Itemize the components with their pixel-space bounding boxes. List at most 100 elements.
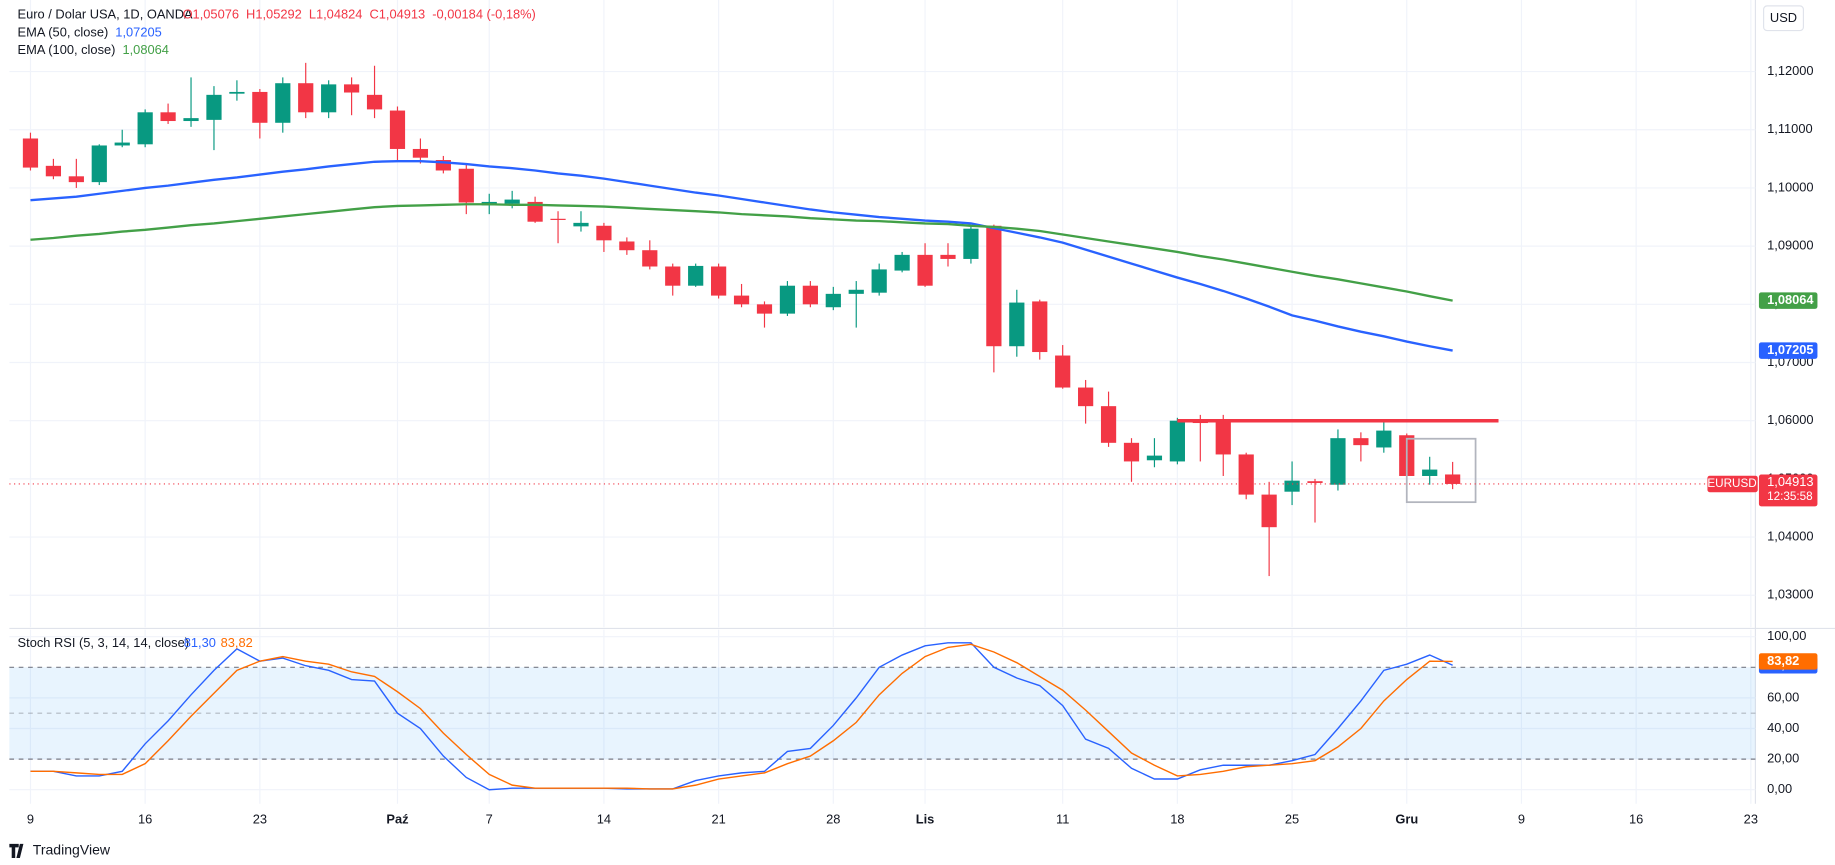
candle-body [1032,301,1048,353]
legend-name: EMA (50, close) [18,24,109,39]
legend-name: EMA (100, close) [18,42,116,57]
candle-body [1215,421,1231,455]
x-tick-label: 23 [253,812,267,827]
candle-body [527,201,543,222]
candle-body [1307,481,1323,483]
x-tick-label: 23 [1744,812,1758,827]
header-value: H1,05292 [246,7,302,22]
symbol-tag [1707,475,1758,493]
candle-body [917,254,933,286]
x-tick-label: 21 [711,812,725,827]
y-tick-label: 1,11000 [1767,121,1813,136]
y-tick-label: 1,06000 [1767,412,1813,427]
candle-body [45,165,62,177]
candle-body [68,176,84,183]
candle-body [1169,420,1185,462]
candle-body [160,112,176,122]
candle-body [802,285,818,305]
plot [9,62,1756,791]
candle-body [642,250,658,267]
price-tag [1758,474,1818,507]
legend-value: 83,82 [221,635,253,650]
indicator-line [30,643,1453,790]
value-tag [1758,653,1818,670]
y-tick-label: 1,10000 [1767,179,1813,194]
candle-body [756,304,773,314]
y-tick-label: 0,00 [1767,781,1792,796]
pane-title: Stoch RSI (5, 3, 14, 14, close) [18,635,189,650]
candle-body [1422,469,1438,476]
indicator-line [30,203,1453,302]
y-tick-label: 40,00 [1767,720,1799,735]
value-tag-label: 83,82 [1767,653,1799,668]
x-tick-label: 16 [1629,812,1643,827]
candle-body [343,84,360,93]
x-tick-label: 18 [1170,812,1184,827]
candle-body [894,254,910,271]
currency-box[interactable] [1763,5,1804,32]
candle-body [1078,387,1094,407]
candle-body [1009,302,1025,347]
candle-body [596,225,612,241]
candle-body [940,254,956,259]
grid [9,0,1756,804]
candle-body [1055,355,1071,388]
candle-body [688,265,704,286]
candle-body [137,112,153,145]
value-tag-label: 1,08064 [1767,292,1814,307]
x-tick-label: Paź [386,812,408,827]
chart-title: Euro / Dolar USA, 1D, OANDA [18,7,193,22]
candle-body [91,145,107,183]
candle-body [1100,406,1117,443]
candle-body [1284,480,1300,492]
candle-body [1238,454,1254,495]
candle-body [275,83,291,123]
candle-body [779,285,796,314]
x-tick-label: 14 [597,812,611,827]
candle-body [298,83,314,113]
y-tick-label: 60,00 [1767,689,1799,704]
brand: TradingView [33,842,111,858]
candle-body [435,160,451,171]
y-tick-label: 1,12000 [1767,63,1813,78]
x-tick-label: Gru [1395,812,1418,827]
rectangle-drawing [1405,437,1477,504]
value-tag [1758,342,1818,359]
candle-body [1353,438,1369,446]
x-tick-label: 16 [138,812,152,827]
candle-body [412,148,429,158]
candle-body [206,94,222,120]
candle-body [733,295,750,305]
indicator-line [30,160,1453,352]
y-tick-label: 1,09000 [1767,238,1813,253]
x-tick-label: 9 [27,812,34,827]
legend-value: 1,08064 [122,42,168,57]
candle-body [504,199,520,204]
y-tick-label: 1,03000 [1767,587,1813,602]
candle-body [458,168,474,203]
y-tick-label: 100,00 [1767,628,1806,643]
x-tick-label: Lis [916,812,935,827]
candle-body [22,138,39,168]
header-value: O1,05076 [183,7,239,22]
candle-body [389,110,406,149]
value-tag-label: 1,07205 [1767,342,1813,357]
candle-body [986,225,1002,347]
countdown: 12:35:58 [1767,490,1813,503]
candle-body [871,269,887,293]
labels: 9 16 23 Paź 7 14 21 28 Lis 11 18 25 Gru 9 16 23 1,03000 1… [18,7,1818,827]
brand-logo [9,843,24,858]
candle-body [825,293,841,308]
candle-body [1445,474,1461,484]
legend-value: 1,07205 [115,24,161,39]
candle-body [1261,494,1277,528]
candle-body [366,94,383,110]
candle-body [1123,442,1140,462]
candle-body [619,241,635,251]
header-value: C1,04913 [369,7,425,22]
currency[interactable]: USD [1770,10,1797,25]
header-value: -0,00184 (-0,18%) [432,7,536,22]
